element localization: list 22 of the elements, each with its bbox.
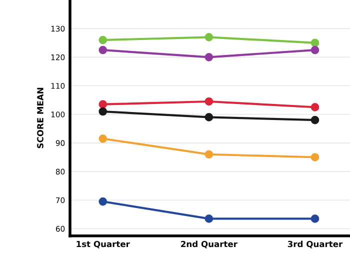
point bbox=[204, 150, 214, 159]
point bbox=[310, 38, 320, 48]
point bbox=[98, 36, 108, 44]
point bbox=[204, 32, 214, 42]
point bbox=[310, 103, 320, 112]
x-tick-label: 2nd Quarter bbox=[181, 240, 238, 248]
point bbox=[310, 116, 320, 124]
point bbox=[98, 197, 108, 206]
point bbox=[204, 53, 214, 62]
point bbox=[204, 97, 214, 106]
point bbox=[310, 46, 320, 54]
point bbox=[98, 107, 108, 116]
x-tick-label: 3rd Quarter bbox=[288, 240, 343, 248]
point bbox=[98, 46, 108, 54]
point bbox=[204, 214, 214, 223]
x-tick-label: 1st Quarter bbox=[76, 240, 130, 248]
point bbox=[310, 153, 320, 162]
point bbox=[310, 214, 320, 223]
point bbox=[98, 134, 108, 143]
y-axis-title: SCORE MEAN bbox=[37, 88, 44, 148]
point bbox=[204, 113, 214, 122]
point bbox=[98, 100, 108, 109]
